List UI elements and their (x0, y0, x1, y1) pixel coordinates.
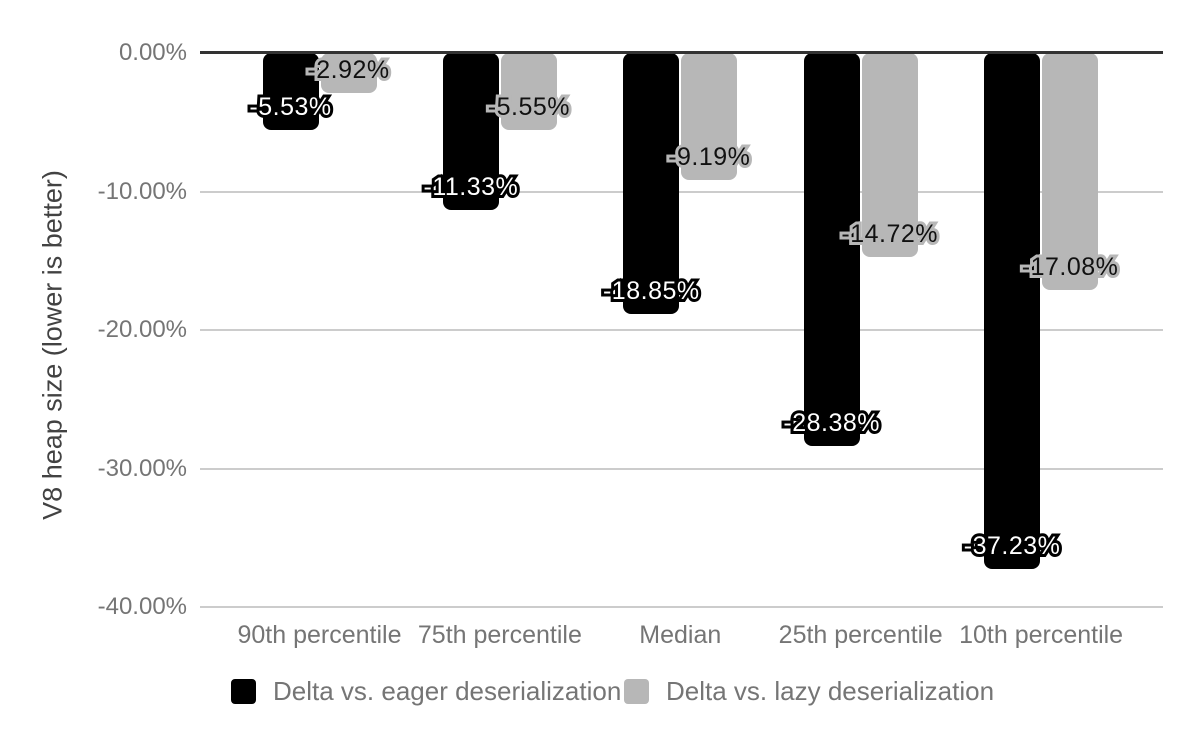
y-tick-label-10: -10.00% (97, 177, 187, 205)
x-axis-label-10th-percentile: 10th percentile (959, 621, 1124, 649)
bar-eager-10th-percentile (984, 53, 1041, 569)
legend-item-eager: Delta vs. eager deserialization (231, 678, 621, 704)
legend-label-lazy: Delta vs. lazy deserialization (666, 676, 995, 706)
data-label-lazy-10th-percentile: -17.08% (1022, 253, 1119, 281)
bar-eager-25th-percentile (803, 53, 860, 447)
legend-item-lazy: Delta vs. lazy deserialization (624, 678, 994, 704)
data-label-lazy-25th-percentile: -14.72% (841, 220, 938, 248)
data-label-eager-25th-percentile: -28.38% (783, 409, 880, 437)
data-label-eager-median: -18.85% (603, 277, 700, 305)
gridline-20 (200, 329, 1163, 331)
bar-lazy-10th-percentile (1042, 53, 1099, 290)
data-label-eager-75th-percentile: -11.33% (424, 173, 519, 201)
y-tick-label-0: 0.00% (118, 39, 187, 66)
y-tick-label-20: -20.00% (97, 316, 187, 343)
legend-swatch-lazy (624, 678, 649, 704)
legend-label-eager: Delta vs. eager deserialization (273, 676, 622, 706)
data-label-lazy-90th-percentile: -2.92% (307, 56, 389, 84)
y-tick-label-30: -30.00% (97, 454, 187, 482)
x-axis-label-median: Median (639, 621, 722, 649)
bar-eager-median (623, 53, 680, 315)
data-label-lazy-75th-percentile: -5.55% (488, 93, 570, 121)
zero-axis-line (200, 51, 1163, 54)
y-tick-label-40: -40.00% (97, 593, 187, 620)
x-axis-label-90th-percentile: 90th percentile (237, 621, 402, 649)
data-label-lazy-median: -9.19% (668, 143, 750, 171)
legend-swatch-eager (231, 678, 256, 704)
x-axis-label-25th-percentile: 25th percentile (778, 621, 943, 649)
gridline-10 (200, 190, 1163, 193)
data-label-eager-90th-percentile: -5.53% (249, 93, 331, 121)
gridline-40 (200, 606, 1163, 608)
x-axis-label-75th-percentile: 75th percentile (417, 621, 582, 649)
gridline-30 (200, 467, 1163, 470)
data-label-eager-10th-percentile: -37.23% (964, 532, 1061, 560)
